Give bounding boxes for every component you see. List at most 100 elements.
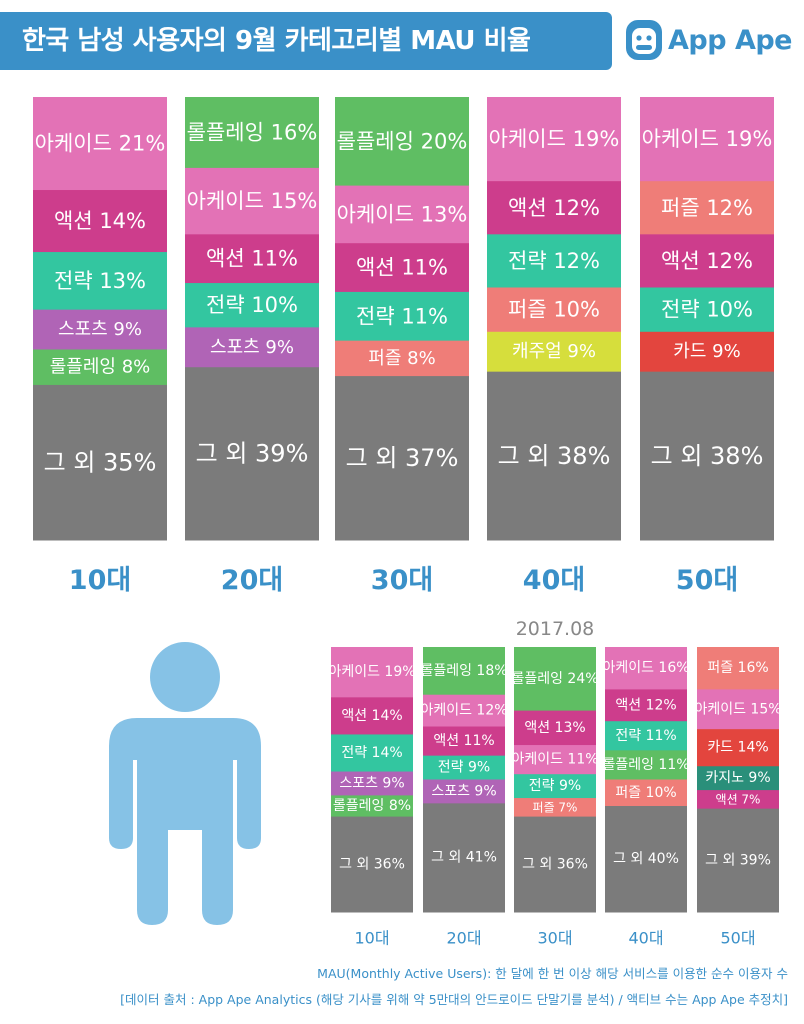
category-label: 50대 <box>720 929 755 948</box>
bar-segment-40대-아케이드 <box>487 97 621 182</box>
segment-label: 롤플레잉 18% <box>420 663 507 679</box>
segment-label: 아케이드 13% <box>337 202 468 226</box>
category-label: 50대 <box>676 565 738 596</box>
bar-segment-30대-퍼즐 <box>514 798 596 818</box>
segment-label: 전략 12% <box>508 249 600 273</box>
bar-segment-10대-액션 <box>33 190 167 253</box>
segment-label: 그 외 39% <box>705 852 771 868</box>
category-label: 30대 <box>537 929 572 948</box>
bar-segment-40대-아케이드 <box>605 647 687 690</box>
bar-segment-10대-그 외 <box>331 816 413 913</box>
mau-definition-note: MAU(Monthly Active Users): 한 달에 한 번 이상 해… <box>317 966 788 981</box>
bar-segment-30대-액션 <box>514 710 596 746</box>
segment-label: 캐주얼 9% <box>512 341 596 362</box>
bar-segment-10대-전략 <box>33 252 167 311</box>
segment-label: 액션 12% <box>508 196 600 220</box>
bar-segment-50대-카드 <box>640 331 774 373</box>
segment-label: 전략 11% <box>615 728 676 744</box>
segment-label: 스포츠 9% <box>210 337 294 358</box>
bar-segment-30대-롤플레잉 <box>335 97 469 187</box>
bar-segment-20대-롤플레잉 <box>423 647 505 696</box>
bar-segment-30대-퍼즐 <box>335 340 469 377</box>
bar-segment-10대-아케이드 <box>331 647 413 698</box>
segment-label: 그 외 38% <box>651 442 764 470</box>
segment-label: 아케이드 19% <box>489 127 620 151</box>
bar-segment-20대-전략 <box>423 755 505 780</box>
bar-segment-30대-그 외 <box>514 816 596 913</box>
bar-segment-50대-퍼즐 <box>640 181 774 235</box>
segment-label: 액션 12% <box>615 697 676 713</box>
category-label: 10대 <box>354 929 389 948</box>
category-label: 40대 <box>523 565 585 596</box>
segment-label: 액션 14% <box>341 708 402 724</box>
bar-segment-30대-아케이드 <box>335 185 469 244</box>
segment-label: 그 외 40% <box>613 851 679 867</box>
bar-segment-50대-그 외 <box>697 808 779 913</box>
segment-label: 그 외 36% <box>522 856 588 872</box>
bar-segment-20대-전략 <box>185 283 319 328</box>
bar-segment-30대-전략 <box>335 291 469 342</box>
category-label: 20대 <box>446 929 481 948</box>
page-title: 한국 남성 사용자의 9월 카테고리별 MAU 비율 <box>22 26 531 56</box>
bar-segment-50대-그 외 <box>640 371 774 541</box>
segment-label: 전략 11% <box>356 304 448 328</box>
segment-label: 아케이드 15% <box>694 701 781 717</box>
bar-segment-40대-전략 <box>605 721 687 751</box>
segment-label: 전략 10% <box>206 293 298 317</box>
bar-segment-50대-카지노 <box>697 766 779 791</box>
bar-segment-20대-스포츠 <box>423 779 505 804</box>
segment-label: 액션 11% <box>356 256 448 280</box>
segment-label: 액션 11% <box>206 247 298 271</box>
segment-label: 아케이드 15% <box>187 189 318 213</box>
segment-label: 퍼즐 10% <box>615 785 676 801</box>
segment-label: 액션 7% <box>716 792 761 806</box>
segment-label: 퍼즐 10% <box>508 298 600 322</box>
segment-label: 롤플레잉 16% <box>187 120 318 144</box>
data-source-note: [데이터 출처 : App Ape Analytics (해당 기사를 위해 약… <box>120 992 788 1007</box>
brand-name: App Ape <box>668 25 793 56</box>
bar-segment-50대-카드 <box>697 729 779 767</box>
segment-label: 전략 9% <box>529 778 581 794</box>
segment-label: 스포츠 9% <box>58 319 142 340</box>
bar-segment-10대-전략 <box>331 734 413 773</box>
segment-label: 카드 14% <box>707 740 768 756</box>
bar-segment-50대-액션 <box>697 790 779 810</box>
segment-label: 그 외 35% <box>44 448 157 476</box>
bar-segment-30대-그 외 <box>335 376 469 541</box>
segment-label: 액션 13% <box>524 720 585 736</box>
bar-segment-50대-전략 <box>640 287 774 333</box>
bar-segment-40대-그 외 <box>487 371 621 541</box>
segment-label: 스포츠 9% <box>339 775 404 791</box>
category-label: 10대 <box>69 565 131 596</box>
bar-segment-10대-그 외 <box>33 384 167 541</box>
ape-face-icon <box>626 20 662 60</box>
segment-label: 퍼즐 16% <box>707 660 768 676</box>
bar-segment-40대-퍼즐 <box>487 287 621 333</box>
segment-label: 액션 12% <box>661 249 753 273</box>
segment-label: 퍼즐 7% <box>533 800 578 814</box>
segment-label: 전략 10% <box>661 298 753 322</box>
bar-segment-30대-아케이드 <box>514 745 596 775</box>
segment-label: 롤플레잉 8% <box>50 357 151 378</box>
segment-label: 전략 9% <box>438 760 490 776</box>
title-banner: 한국 남성 사용자의 9월 카테고리별 MAU 비율 <box>0 12 612 70</box>
bar-segment-40대-퍼즐 <box>605 779 687 807</box>
segment-label: 아케이드 19% <box>642 127 773 151</box>
bar-segment-20대-아케이드 <box>423 694 505 727</box>
segment-label: 카드 9% <box>673 341 740 362</box>
category-label: 40대 <box>628 929 663 948</box>
bar-segment-50대-아케이드 <box>640 97 774 182</box>
segment-label: 전략 14% <box>341 745 402 761</box>
bar-segment-50대-퍼즐 <box>697 647 779 690</box>
segment-label: 롤플레잉 8% <box>333 798 411 814</box>
bar-segment-50대-액션 <box>640 234 774 288</box>
segment-label: 아케이드 19% <box>328 664 415 680</box>
segment-label: 롤플레잉 20% <box>337 129 468 153</box>
segment-label: 전략 13% <box>54 269 146 293</box>
bar-segment-40대-전략 <box>487 234 621 288</box>
segment-label: 아케이드 11% <box>511 752 598 768</box>
bar-segment-20대-액션 <box>185 234 319 284</box>
segment-label: 그 외 38% <box>498 442 611 470</box>
